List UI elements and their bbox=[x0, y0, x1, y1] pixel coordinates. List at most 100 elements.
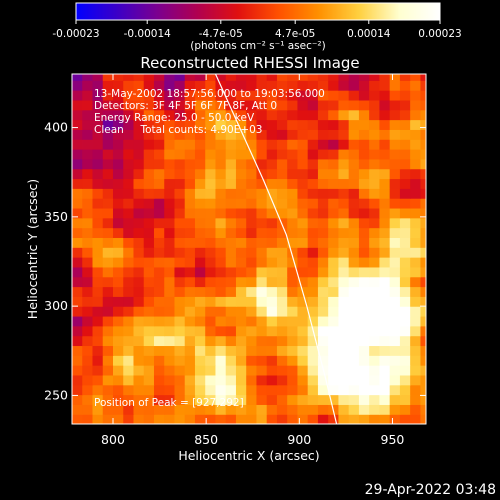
heatmap-cell bbox=[379, 325, 391, 337]
heatmap-cell bbox=[256, 158, 268, 170]
heatmap-cell bbox=[102, 109, 114, 121]
heatmap-cell bbox=[133, 266, 145, 278]
heatmap-cell bbox=[410, 217, 422, 229]
heatmap-cell bbox=[369, 227, 381, 238]
heatmap-cell bbox=[184, 384, 196, 396]
heatmap-cell bbox=[256, 404, 268, 415]
heatmap-cell bbox=[348, 404, 360, 415]
heatmap-cell bbox=[297, 325, 309, 337]
heatmap-cell bbox=[225, 227, 237, 238]
x-tick-label: 850 bbox=[194, 432, 218, 447]
heatmap-cell bbox=[379, 188, 391, 199]
heatmap-cell bbox=[410, 306, 422, 317]
heatmap-cell bbox=[246, 306, 258, 317]
heatmap-cell bbox=[276, 129, 288, 140]
heatmap-cell bbox=[123, 227, 135, 238]
heatmap-cell bbox=[348, 109, 360, 121]
heatmap-cell bbox=[194, 325, 206, 337]
heatmap-cell bbox=[338, 217, 350, 229]
heatmap-cell bbox=[369, 217, 381, 229]
heatmap-cell bbox=[184, 325, 196, 337]
heatmap-cell bbox=[235, 80, 247, 91]
heatmap-cell bbox=[420, 257, 426, 268]
heatmap-cell bbox=[297, 198, 309, 209]
heatmap-cell bbox=[143, 247, 155, 258]
heatmap-cell bbox=[348, 296, 360, 307]
heatmap-cell bbox=[225, 315, 237, 327]
heatmap-cell bbox=[143, 414, 155, 424]
heatmap-cell bbox=[205, 237, 217, 248]
heatmap-cell bbox=[82, 188, 94, 199]
heatmap-cell bbox=[205, 325, 217, 337]
heatmap-cell bbox=[225, 394, 237, 405]
heatmap-cell bbox=[317, 198, 329, 209]
heatmap-cell bbox=[266, 345, 278, 356]
heatmap-cell bbox=[102, 325, 114, 337]
heatmap-cell bbox=[420, 394, 426, 405]
heatmap-cell bbox=[123, 296, 135, 307]
heatmap-cell bbox=[317, 227, 329, 238]
heatmap-cell bbox=[266, 247, 278, 258]
heatmap-cell bbox=[287, 119, 299, 130]
heatmap-cell bbox=[184, 227, 196, 238]
heatmap-cell bbox=[215, 325, 227, 337]
heatmap-cell bbox=[123, 129, 135, 140]
heatmap-cell bbox=[153, 414, 165, 424]
heatmap-cell bbox=[235, 74, 247, 81]
heatmap-cell bbox=[266, 80, 278, 91]
heatmap-cell bbox=[112, 325, 124, 337]
heatmap-cell bbox=[338, 306, 350, 317]
heatmap-cell bbox=[328, 325, 340, 337]
heatmap-cell bbox=[256, 109, 268, 121]
peak-position-label: Position of Peak = [927,292] bbox=[94, 397, 244, 409]
heatmap-cell bbox=[194, 286, 206, 297]
heatmap-cell bbox=[348, 158, 360, 170]
heatmap-cell bbox=[164, 394, 176, 405]
heatmap-cell bbox=[133, 80, 145, 91]
heatmap-cell bbox=[174, 315, 186, 327]
heatmap-cell bbox=[235, 325, 247, 337]
heatmap-cell bbox=[82, 80, 94, 91]
heatmap-cell bbox=[102, 74, 114, 81]
heatmap-cell bbox=[102, 178, 114, 189]
heatmap-cell bbox=[72, 394, 83, 405]
heatmap-cell bbox=[92, 374, 104, 386]
heatmap-cell bbox=[194, 158, 206, 170]
heatmap-cell bbox=[307, 374, 319, 386]
x-tick-label: 950 bbox=[381, 432, 405, 447]
heatmap-cell bbox=[82, 139, 94, 150]
heatmap-cell bbox=[92, 119, 104, 130]
heatmap-cell bbox=[297, 74, 309, 81]
y-tick-label: 400 bbox=[44, 120, 68, 135]
heatmap-cell bbox=[287, 325, 299, 337]
heatmap-cell bbox=[102, 217, 114, 229]
heatmap-cell bbox=[205, 365, 217, 376]
heatmap-cell bbox=[72, 276, 83, 288]
heatmap-cell bbox=[174, 158, 186, 170]
heatmap-cell bbox=[358, 325, 370, 337]
heatmap-cell bbox=[164, 404, 176, 415]
heatmap-cell bbox=[410, 188, 422, 199]
heatmap-cell bbox=[348, 276, 360, 288]
heatmap-cell bbox=[287, 217, 299, 229]
heatmap-cell bbox=[235, 99, 247, 111]
heatmap-cell bbox=[246, 129, 258, 140]
heatmap-cell bbox=[112, 149, 124, 160]
heatmap-cell bbox=[287, 276, 299, 288]
heatmap-cell bbox=[143, 149, 155, 160]
heatmap-cell bbox=[358, 74, 370, 81]
heatmap-cell bbox=[338, 237, 350, 248]
heatmap-cell bbox=[369, 119, 381, 130]
heatmap-cell bbox=[102, 207, 114, 219]
heatmap-cell bbox=[82, 207, 94, 219]
heatmap-cell bbox=[235, 296, 247, 307]
heatmap-cell bbox=[184, 198, 196, 209]
heatmap-cell bbox=[184, 99, 196, 111]
heatmap-cell bbox=[112, 109, 124, 121]
heatmap-cell bbox=[235, 247, 247, 258]
heatmap-cell bbox=[82, 178, 94, 189]
heatmap-cell bbox=[123, 158, 135, 170]
heatmap-cell bbox=[246, 90, 258, 101]
heatmap-cell bbox=[194, 217, 206, 229]
heatmap-cell bbox=[276, 149, 288, 160]
